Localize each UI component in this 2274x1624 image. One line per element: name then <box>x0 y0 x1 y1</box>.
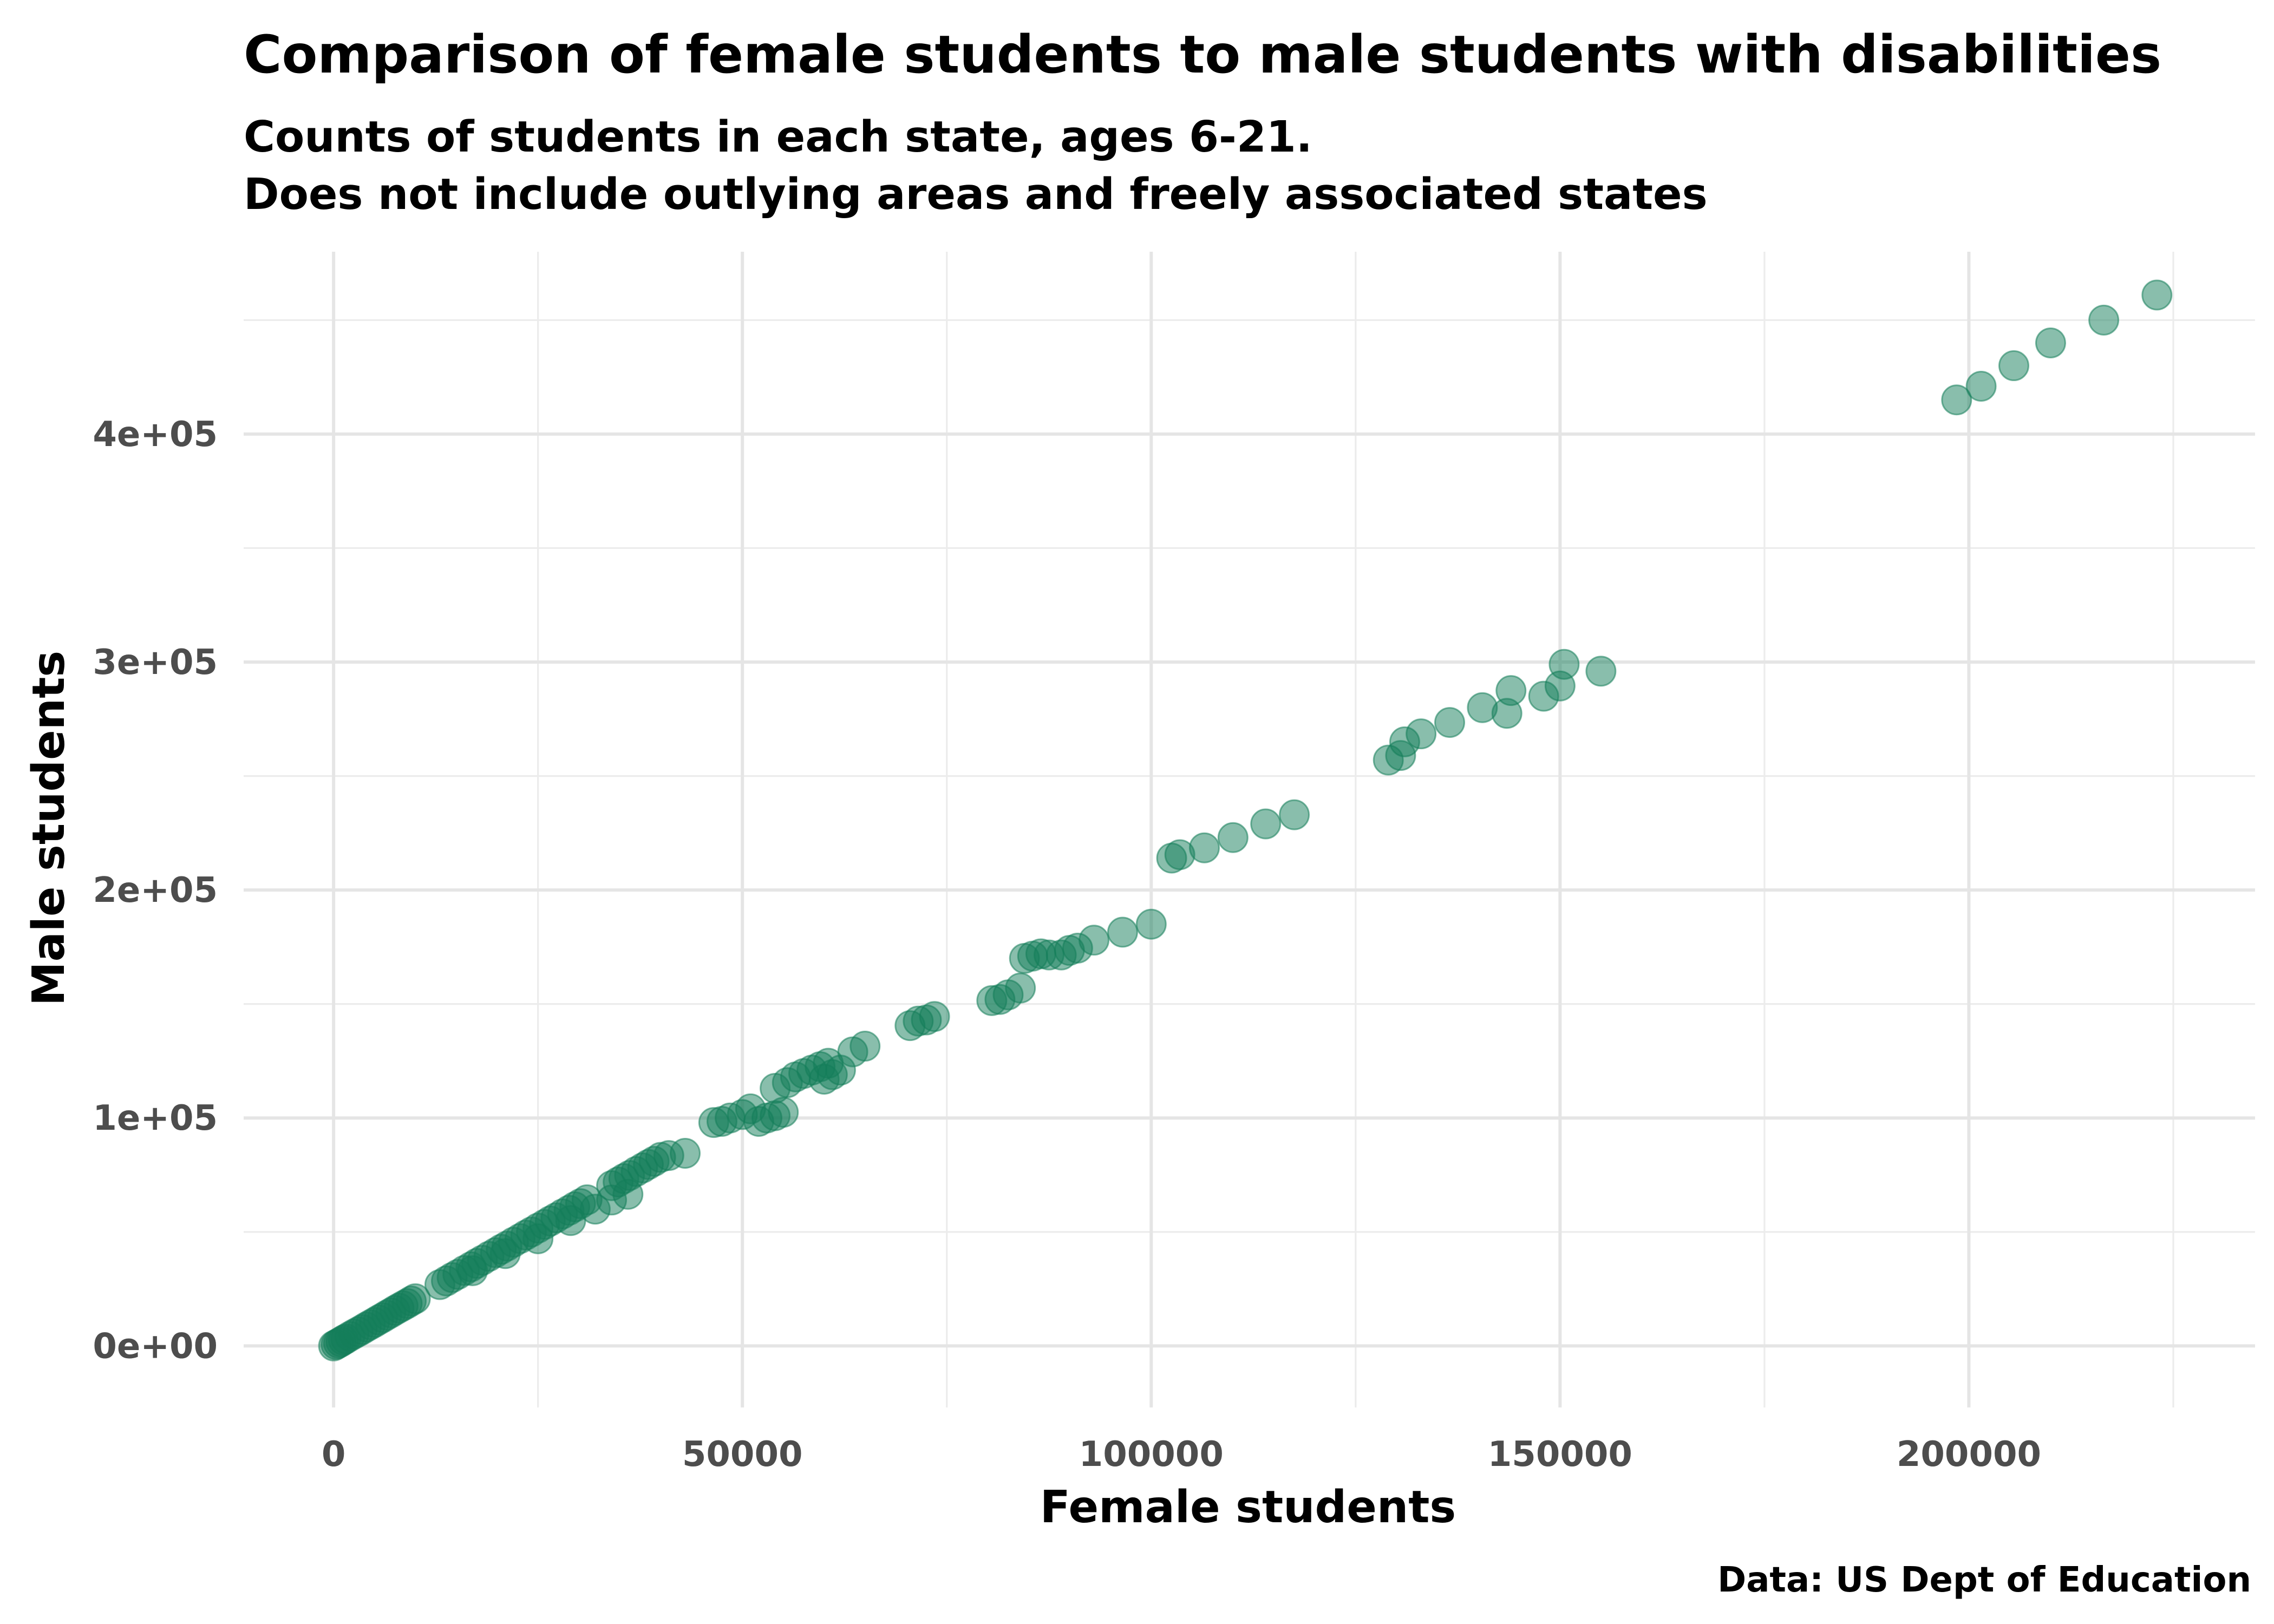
y-tick-label: 0e+00 <box>93 1326 218 1366</box>
data-point <box>1005 972 1036 1004</box>
data-point <box>1107 916 1138 948</box>
chart-subtitle-line-1: Counts of students in each state, ages 6… <box>244 112 1312 162</box>
data-point <box>1585 656 1617 687</box>
data-point <box>1998 350 2030 382</box>
y-axis-title: Male students <box>23 651 75 1006</box>
data-point <box>400 1283 431 1314</box>
data-point <box>1965 370 1997 402</box>
y-tick-label: 4e+05 <box>93 415 218 455</box>
chart-title: Comparison of female students to male st… <box>244 24 2161 85</box>
data-point <box>2088 304 2120 336</box>
y-tick-label: 2e+05 <box>93 870 218 911</box>
data-point <box>1135 908 1167 940</box>
data-point <box>1406 718 1437 750</box>
chart-subtitle-line-2: Does not include outlying areas and free… <box>244 169 1708 219</box>
data-point <box>2141 279 2173 311</box>
data-point <box>1495 675 1527 706</box>
data-point <box>919 1001 950 1032</box>
y-tick-label: 3e+05 <box>93 643 218 683</box>
x-tick-label: 0 <box>322 1435 346 1475</box>
x-tick-label: 50000 <box>682 1435 803 1475</box>
x-axis-title: Female students <box>1040 1482 1456 1533</box>
data-point <box>489 1238 521 1269</box>
data-source-caption: Data: US Dept of Education <box>1717 1560 2251 1600</box>
data-point <box>1079 925 1110 956</box>
data-point <box>457 1255 488 1286</box>
data-point <box>1941 384 1972 416</box>
x-tick-label: 200000 <box>1897 1435 2041 1475</box>
data-point <box>1250 808 1282 840</box>
x-tick-label: 150000 <box>1488 1435 1632 1475</box>
data-point <box>1188 832 1220 863</box>
data-point <box>850 1031 881 1062</box>
data-point <box>2035 327 2066 358</box>
data-point <box>612 1178 644 1210</box>
data-point <box>1548 649 1580 680</box>
data-point <box>669 1137 701 1169</box>
x-tick-label: 100000 <box>1079 1435 1224 1475</box>
data-point <box>1217 822 1249 853</box>
data-point <box>1279 799 1310 830</box>
axis-tick-labels: 0 50000 100000 150000 200000 0e+00 1e+05 2e+05 3… <box>93 415 2041 1475</box>
data-points <box>318 279 2173 1361</box>
y-tick-label: 1e+05 <box>93 1098 218 1138</box>
data-point <box>1434 707 1465 738</box>
data-point <box>522 1223 554 1254</box>
